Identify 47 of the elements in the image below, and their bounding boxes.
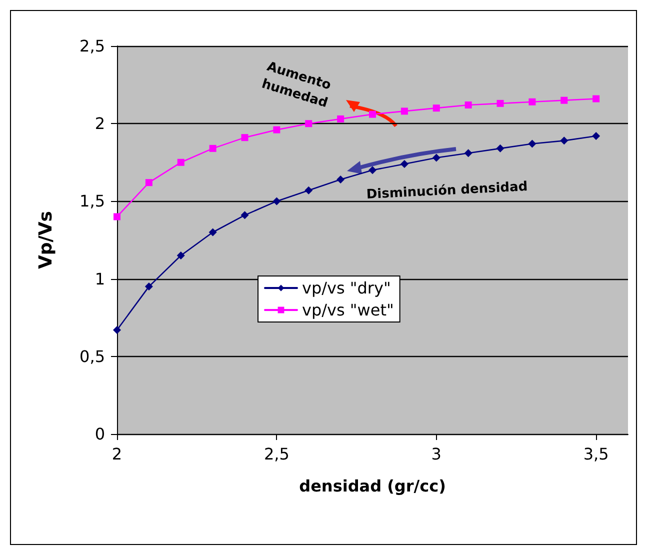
x-tick-label: 2 xyxy=(112,444,122,464)
point xyxy=(369,110,376,118)
point xyxy=(400,160,408,168)
y-tick-label: 1,5 xyxy=(80,192,105,211)
y-tick-label: 0 xyxy=(94,424,105,444)
point xyxy=(592,132,600,140)
legend-label: vp/vs "wet" xyxy=(302,300,394,320)
y-tick-label: 1 xyxy=(94,269,105,288)
point xyxy=(528,98,536,106)
point xyxy=(208,228,217,236)
point xyxy=(304,186,313,194)
annotation: Disminución densidad xyxy=(366,179,528,202)
x-tick-label: 2,5 xyxy=(264,444,290,464)
point xyxy=(560,136,568,145)
point xyxy=(464,149,472,158)
point xyxy=(177,158,184,166)
point xyxy=(209,144,216,152)
point xyxy=(592,95,600,102)
point xyxy=(560,96,568,104)
point xyxy=(305,120,312,128)
y-axis-title: Vp/Vs xyxy=(36,210,56,270)
point xyxy=(240,211,249,220)
point xyxy=(400,108,408,115)
point xyxy=(432,154,440,162)
point xyxy=(368,166,376,174)
point xyxy=(432,104,440,112)
x-tick-label: 3 xyxy=(431,444,442,464)
y-tick-label: 2 xyxy=(94,114,105,134)
point xyxy=(113,326,121,334)
point xyxy=(145,179,152,186)
point xyxy=(241,134,248,142)
point xyxy=(272,197,281,206)
point xyxy=(114,213,120,220)
point xyxy=(144,282,153,291)
x-axis-title: densidad (gr/cc) xyxy=(299,476,446,496)
point xyxy=(336,175,345,184)
y-tick-label: 0,5 xyxy=(80,346,105,366)
point xyxy=(337,115,344,122)
point xyxy=(496,100,504,107)
point xyxy=(176,252,185,260)
point xyxy=(528,140,536,148)
point xyxy=(273,126,280,134)
legend-label: vp/vs "dry" xyxy=(302,278,391,298)
y-tick-label: 2,5 xyxy=(80,36,105,56)
point xyxy=(496,144,504,152)
x-tick-label: 3,5 xyxy=(583,444,609,464)
point xyxy=(464,101,472,108)
